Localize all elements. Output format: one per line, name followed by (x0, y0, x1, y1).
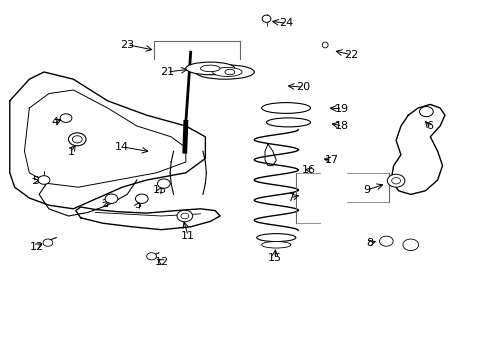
Text: 21: 21 (160, 67, 174, 77)
Ellipse shape (224, 69, 234, 75)
Text: 4: 4 (51, 117, 58, 127)
Text: 14: 14 (115, 142, 129, 152)
Ellipse shape (262, 15, 270, 22)
Circle shape (177, 210, 192, 222)
Circle shape (379, 236, 392, 246)
Circle shape (105, 194, 118, 203)
Text: 12: 12 (155, 257, 169, 267)
Ellipse shape (261, 103, 310, 113)
Text: 9: 9 (363, 185, 369, 195)
Text: 7: 7 (286, 193, 293, 203)
Circle shape (146, 253, 156, 260)
Ellipse shape (200, 65, 220, 72)
Text: 12: 12 (30, 242, 43, 252)
Text: 20: 20 (296, 82, 309, 92)
Text: 10: 10 (402, 240, 416, 251)
Circle shape (391, 177, 400, 184)
Text: 11: 11 (181, 231, 195, 241)
Ellipse shape (322, 42, 327, 48)
Circle shape (402, 239, 418, 251)
Text: 23: 23 (120, 40, 134, 50)
Ellipse shape (195, 65, 254, 79)
Circle shape (419, 107, 432, 117)
Text: 22: 22 (343, 50, 358, 60)
Text: 6: 6 (425, 121, 432, 131)
Text: 13: 13 (153, 185, 166, 195)
Ellipse shape (266, 118, 310, 127)
Text: 1: 1 (67, 147, 74, 157)
Circle shape (72, 136, 82, 143)
Circle shape (68, 133, 86, 146)
Circle shape (60, 114, 72, 122)
Text: 18: 18 (335, 121, 348, 131)
Text: 15: 15 (267, 253, 281, 263)
Circle shape (38, 176, 50, 184)
Text: 17: 17 (324, 155, 338, 165)
Text: 8: 8 (366, 238, 373, 248)
Text: 19: 19 (335, 104, 348, 114)
Ellipse shape (256, 234, 295, 242)
Text: 5: 5 (32, 176, 39, 186)
Text: 16: 16 (302, 165, 315, 175)
Text: 3: 3 (134, 200, 141, 210)
Text: 2: 2 (102, 199, 108, 210)
Circle shape (43, 239, 53, 246)
Circle shape (135, 194, 148, 203)
Circle shape (386, 174, 404, 187)
Circle shape (181, 213, 188, 219)
Ellipse shape (212, 68, 242, 77)
Text: 24: 24 (279, 18, 293, 28)
Ellipse shape (261, 242, 290, 248)
Ellipse shape (185, 62, 234, 75)
Circle shape (157, 179, 170, 188)
